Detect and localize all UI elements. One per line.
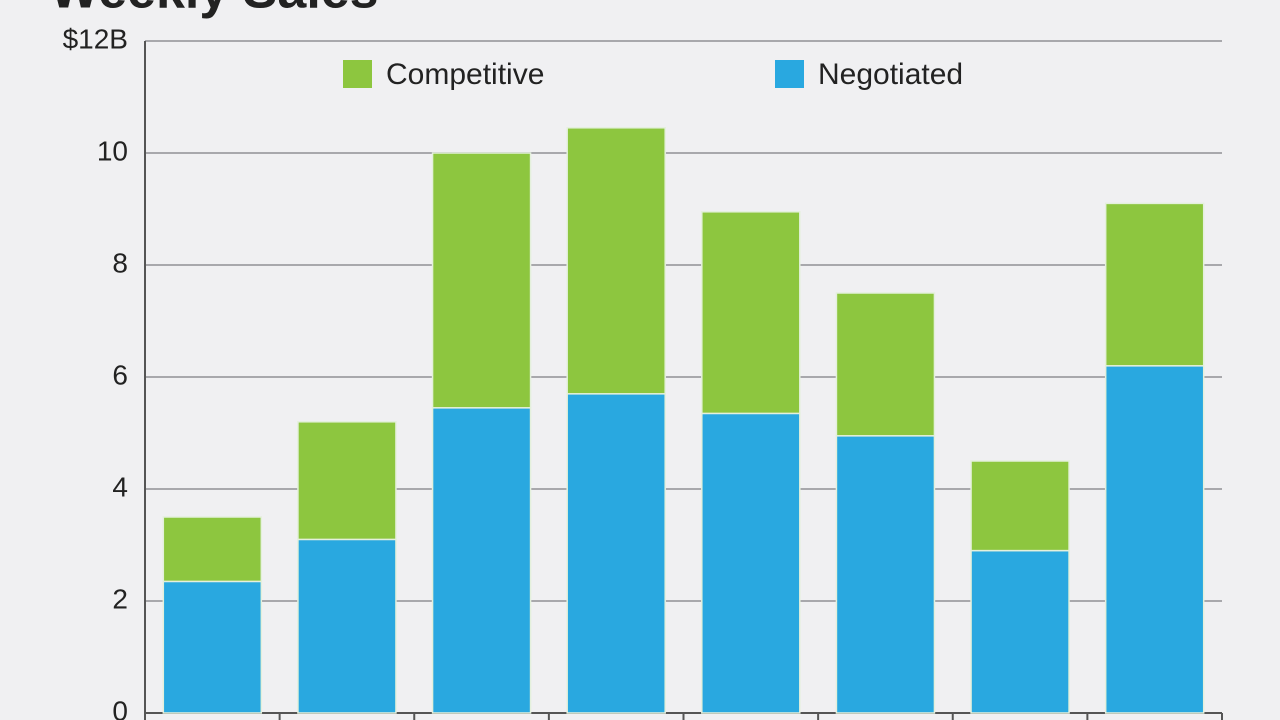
bar-segment [701,211,801,415]
y-tick-label: 10 [97,135,128,166]
bar-segment [297,538,397,714]
bar-segment [431,152,532,409]
bar-segment [701,412,801,714]
legend-label: Competitive [386,58,544,91]
bar-segment [1104,202,1205,367]
bar-segment [970,460,1070,552]
bar-segment [1104,365,1205,714]
bar-segment [297,421,397,541]
bar-segment [835,292,936,437]
bar-segment [835,435,936,714]
y-tick-label: 4 [112,471,128,502]
chart-title: Weekly Sales [50,0,379,20]
y-tick-label: 6 [112,359,128,390]
bar-segment [162,516,263,583]
bar-segment [566,127,666,395]
bar-segment [162,580,263,714]
y-tick-label: 0 [112,695,128,720]
legend-swatch [343,60,372,88]
y-tick-label: 8 [112,247,128,278]
y-tick-label: $12B [63,23,128,54]
legend-label: Negotiated [818,58,963,91]
y-tick-label: 2 [112,583,128,614]
bar-segment [431,407,532,714]
legend-swatch [775,60,804,88]
bar-segment [566,393,666,714]
bar-segment [970,549,1070,714]
